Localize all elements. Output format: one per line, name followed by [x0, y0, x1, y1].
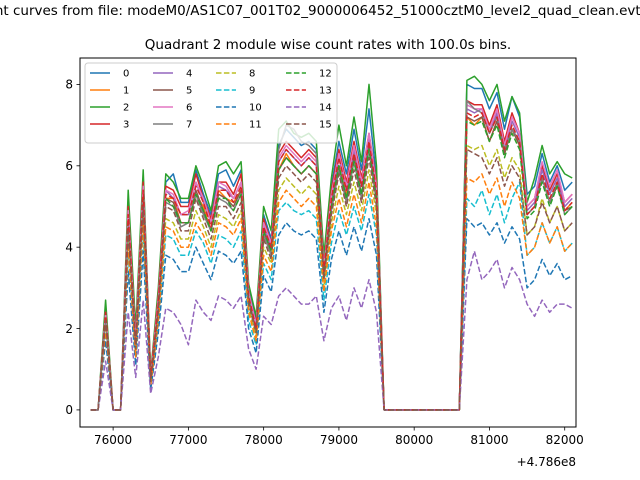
series-line-8	[90, 144, 573, 411]
legend-label: 11	[249, 120, 262, 131]
series-line-9	[90, 181, 573, 411]
x-tick-label: 78000	[245, 433, 283, 447]
series-line-12	[90, 120, 573, 411]
series-line-10	[90, 217, 573, 411]
legend-label: 9	[249, 86, 255, 97]
legend-label: 0	[123, 69, 129, 80]
plot-lines	[90, 75, 573, 411]
y-tick-label: 8	[65, 78, 73, 92]
legend-label: 4	[186, 69, 192, 80]
x-tick-label: 76000	[94, 433, 132, 447]
legend-label: 3	[123, 120, 129, 131]
legend-label: 14	[319, 103, 332, 114]
legend-label: 5	[186, 86, 192, 97]
legend-label: 15	[319, 120, 332, 131]
legend-label: 12	[319, 69, 332, 80]
legend-frame	[84, 62, 338, 144]
figure-suptitle: Light curves from file: modeM0/AS1C07_00…	[0, 3, 640, 19]
legend-label: 7	[186, 120, 192, 131]
axes-frame	[79, 57, 577, 428]
y-axis: 0 2 4 6 8	[65, 78, 80, 417]
legend-label: 8	[249, 69, 255, 80]
x-tick-label: 81000	[470, 433, 508, 447]
legend-label: 13	[319, 86, 332, 97]
x-axis: 76000 77000 78000 79000 80000 81000 82000	[94, 427, 584, 447]
y-tick-label: 2	[65, 322, 73, 336]
x-tick-label: 79000	[320, 433, 358, 447]
y-tick-label: 0	[65, 403, 73, 417]
x-offset-text: +4.786e8	[517, 455, 576, 469]
y-tick-label: 6	[65, 159, 73, 173]
series-line-14	[90, 250, 573, 411]
chart-title: Quadrant 2 module wise count rates with …	[144, 37, 512, 53]
y-tick-label: 4	[65, 240, 73, 254]
series-line-13	[90, 112, 573, 411]
legend-label: 2	[123, 103, 129, 114]
x-tick-label: 82000	[546, 433, 584, 447]
series-line-15	[90, 148, 573, 411]
legend-label: 10	[249, 103, 262, 114]
legend-label: 6	[186, 103, 192, 114]
x-tick-label: 80000	[395, 433, 433, 447]
legend-label: 1	[123, 86, 129, 97]
series-line-11	[90, 173, 573, 411]
x-tick-label: 77000	[169, 433, 207, 447]
series-line-2	[90, 75, 573, 411]
